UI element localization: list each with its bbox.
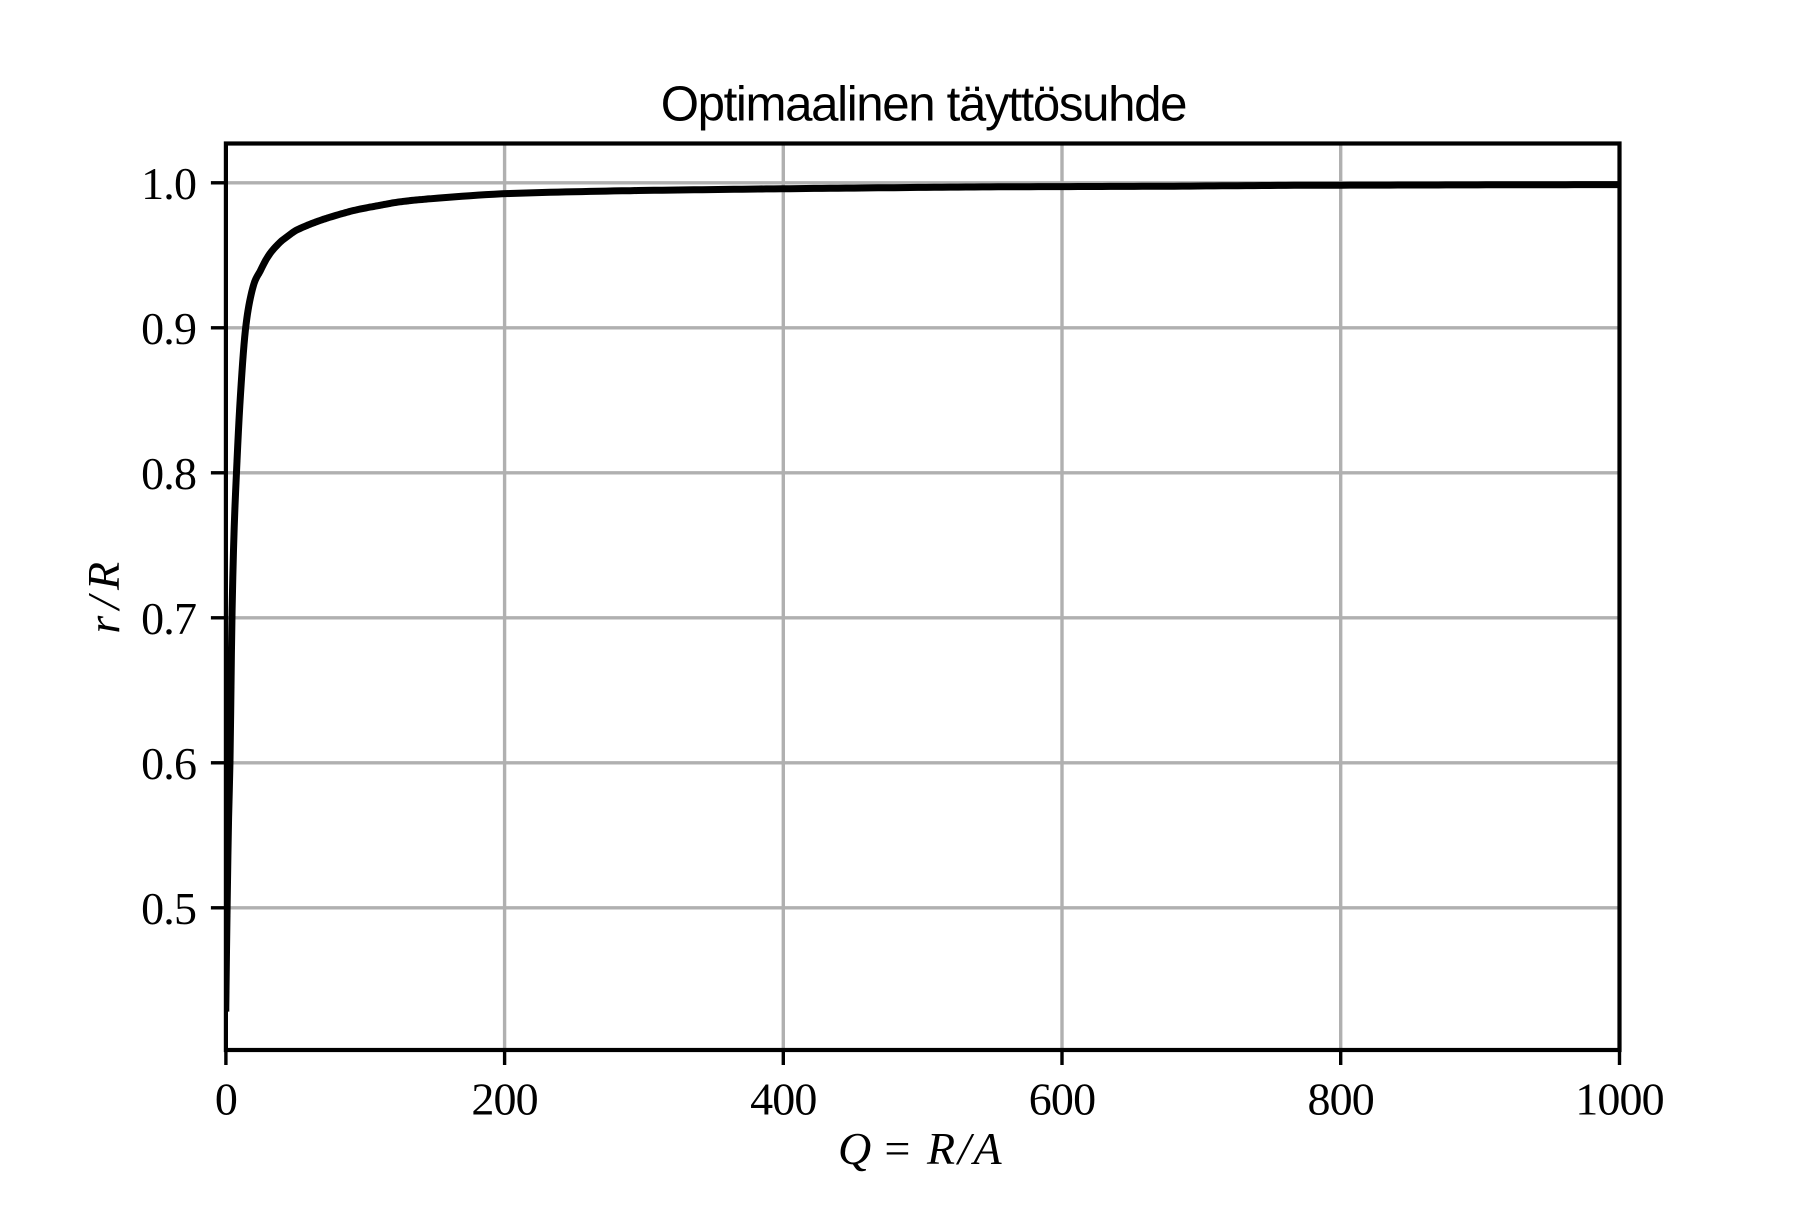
svg-text:1.0: 1.0 bbox=[141, 158, 196, 209]
svg-text:r/R: r/R bbox=[78, 555, 129, 633]
svg-text:1000: 1000 bbox=[1575, 1074, 1664, 1125]
svg-text:/: / bbox=[955, 1123, 975, 1174]
svg-text:0.8: 0.8 bbox=[141, 448, 196, 499]
svg-text:0.6: 0.6 bbox=[141, 738, 196, 789]
svg-text:0.5: 0.5 bbox=[141, 883, 196, 934]
svg-text:800: 800 bbox=[1307, 1074, 1373, 1125]
svg-text:=: = bbox=[882, 1123, 913, 1174]
svg-text:0.9: 0.9 bbox=[141, 303, 196, 354]
svg-text:Optimaalinen täyttösuhde: Optimaalinen täyttösuhde bbox=[661, 77, 1186, 132]
svg-text:R: R bbox=[926, 1123, 955, 1174]
svg-text:600: 600 bbox=[1029, 1074, 1095, 1125]
svg-text:0: 0 bbox=[215, 1074, 237, 1125]
svg-text:Q: Q bbox=[838, 1123, 871, 1174]
svg-text:200: 200 bbox=[471, 1074, 537, 1125]
svg-text:A: A bbox=[971, 1123, 1003, 1174]
svg-text:400: 400 bbox=[750, 1074, 816, 1125]
svg-text:0.7: 0.7 bbox=[141, 593, 196, 644]
